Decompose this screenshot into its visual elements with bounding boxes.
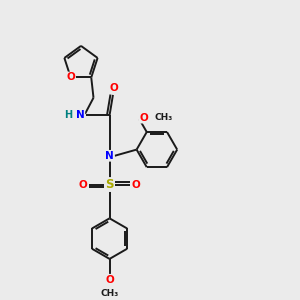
Text: O: O: [132, 179, 140, 190]
Text: CH₃: CH₃: [154, 112, 172, 122]
Text: O: O: [110, 83, 118, 93]
Text: O: O: [105, 275, 114, 285]
Text: CH₃: CH₃: [100, 289, 119, 298]
Text: S: S: [105, 178, 114, 191]
Text: O: O: [139, 113, 148, 123]
Text: N: N: [105, 151, 114, 161]
Text: N: N: [76, 110, 84, 120]
Text: O: O: [66, 73, 75, 82]
Text: H: H: [64, 110, 72, 120]
Text: O: O: [79, 179, 88, 190]
